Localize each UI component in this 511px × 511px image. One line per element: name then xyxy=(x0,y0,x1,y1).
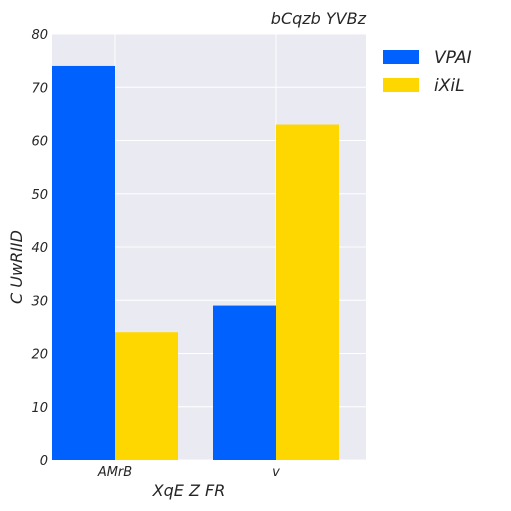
y-tick-label: 80 xyxy=(31,28,48,43)
y-axis-title: C UwRIID xyxy=(7,230,26,304)
legend-label: VPAI xyxy=(434,48,472,68)
y-tick-label: 0 xyxy=(40,454,48,469)
y-tick-label: 20 xyxy=(31,348,48,363)
y-tick-label: 40 xyxy=(31,241,48,256)
y-tick-label: 10 xyxy=(31,401,48,416)
chart-title: bCqzb YVBz xyxy=(271,9,367,28)
y-tick-label: 30 xyxy=(31,294,48,309)
x-tick-label: v xyxy=(272,465,280,480)
x-tick-label: AMrB xyxy=(97,465,132,480)
x-axis-ticks: AMrB v xyxy=(97,465,280,480)
x-axis-title: XqE Z FR xyxy=(152,481,226,500)
legend-swatch xyxy=(383,78,419,92)
y-tick-label: 60 xyxy=(31,135,48,150)
bars xyxy=(52,65,339,461)
bar-VPAI-AMrB xyxy=(52,65,115,460)
legend-swatch xyxy=(383,50,419,64)
bar-iXiL-v xyxy=(276,124,339,461)
y-tick-label: 70 xyxy=(31,81,48,96)
legend-label: iXiL xyxy=(434,76,465,96)
y-tick-label: 50 xyxy=(31,188,48,203)
y-axis-ticks: 0 10 20 30 40 50 60 70 80 xyxy=(31,28,48,469)
legend: VPAI iXiL xyxy=(383,48,472,96)
bar-iXiL-AMrB xyxy=(115,332,178,460)
bar-VPAI-v xyxy=(213,305,276,460)
